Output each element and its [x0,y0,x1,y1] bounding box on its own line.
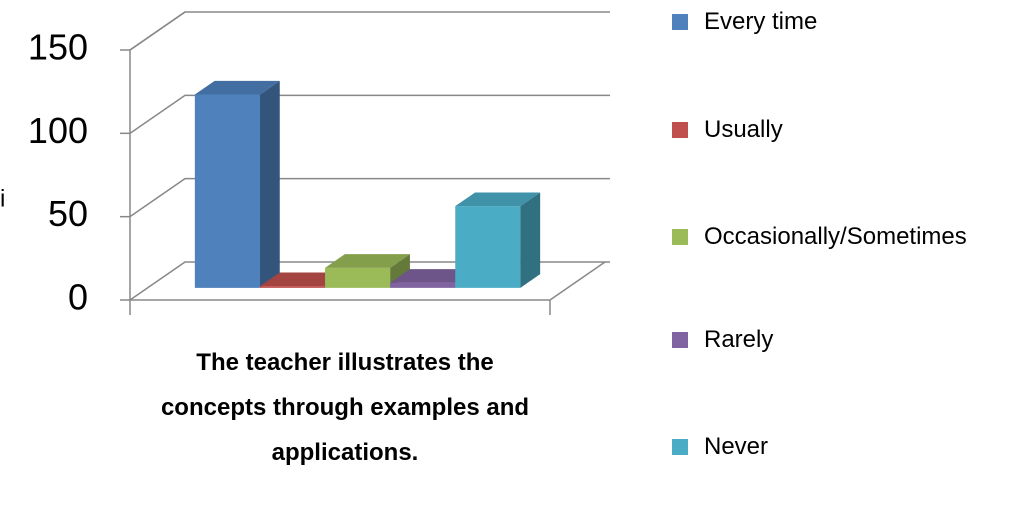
legend-swatch [672,332,688,348]
bar-top [259,272,345,287]
legend-label: Rarely [704,326,774,353]
legend-label: Occasionally/Sometimes [704,223,967,250]
legend-label: Never [704,433,769,460]
legend-swatch [672,14,688,30]
grid-line [129,177,610,218]
bar-side [520,192,541,288]
bar-front [390,282,456,288]
bar-front [259,286,326,288]
bar-side [390,254,410,288]
legend-label: Usually [704,116,783,143]
y-tick-label: 100 [28,110,88,151]
y-axis-label: i [0,185,5,212]
bar-top [194,80,280,95]
y-tick-label: 50 [48,193,88,234]
grid-line [129,11,610,51]
bar-front [455,206,521,288]
bar-front [194,94,260,288]
y-tick-label: 0 [68,277,88,318]
legend-swatch [672,439,688,455]
bar-top [455,192,541,207]
axis-wall [129,50,606,301]
grid-line [129,94,610,134]
legend-label: Every time [704,8,818,35]
bar-top [325,254,410,268]
legend-swatch [672,229,688,245]
bar-top [390,269,476,283]
bar-front [325,267,391,288]
y-tick-label: 150 [28,27,88,68]
legend-swatch [672,122,688,138]
category-label: The teacher illustrates the concepts thr… [160,349,530,466]
bar-side [259,80,280,288]
